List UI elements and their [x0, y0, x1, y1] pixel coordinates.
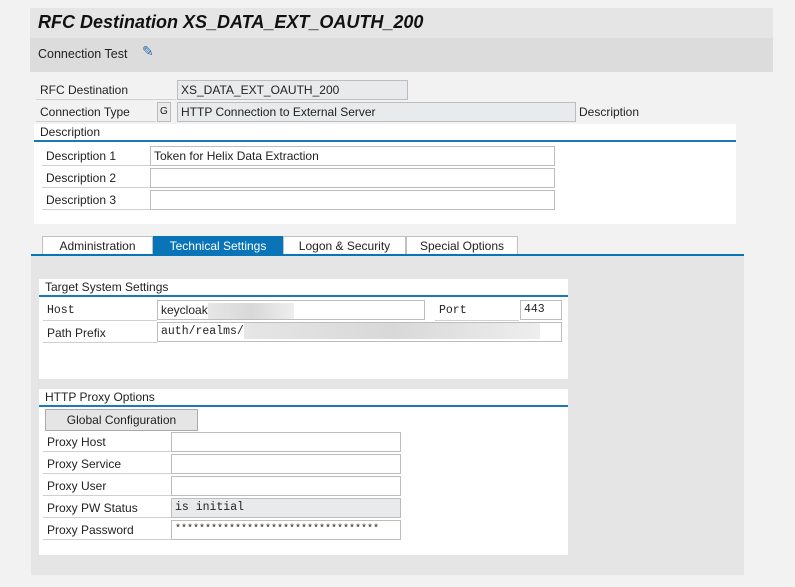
proxy-user-field[interactable]: [171, 476, 401, 496]
description-3-field[interactable]: [150, 190, 555, 210]
description-2-label: Description 2: [42, 168, 150, 188]
path-prefix-label: Path Prefix: [43, 323, 157, 343]
proxy-pw-status-field: is initial: [171, 498, 401, 518]
connection-type-label: Connection Type: [36, 102, 156, 122]
target-group-title: Target System Settings: [39, 279, 568, 297]
description-2-field[interactable]: [150, 168, 555, 188]
tab-strip-line: [31, 254, 744, 256]
description-group: Description Description 1 Token for Heli…: [34, 124, 736, 224]
rfc-destination-field[interactable]: XS_DATA_EXT_OAUTH_200: [177, 80, 408, 100]
description-1-field[interactable]: Token for Helix Data Extraction: [150, 146, 555, 166]
description-group-title: Description: [34, 124, 736, 142]
port-label: Port: [435, 301, 519, 321]
connection-test-button[interactable]: Connection Test: [38, 47, 128, 61]
rfc-destination-label: RFC Destination: [36, 80, 176, 100]
description-1-label: Description 1: [42, 146, 150, 166]
target-system-group: Target System Settings Host keycloak Por…: [39, 279, 568, 379]
proxy-group-title: HTTP Proxy Options: [39, 389, 568, 407]
connection-type-field: HTTP Connection to External Server: [177, 102, 576, 122]
proxy-host-field[interactable]: [171, 432, 401, 452]
proxy-service-label: Proxy Service: [43, 454, 171, 474]
global-configuration-button[interactable]: Global Configuration: [45, 409, 198, 431]
connection-type-code[interactable]: G: [157, 102, 171, 122]
path-prefix-field[interactable]: auth/realms/: [157, 322, 562, 342]
redacted-path: [243, 323, 540, 339]
proxy-service-field[interactable]: [171, 454, 401, 474]
toolbar: Connection Test ✎: [30, 38, 773, 72]
description-label: Description: [579, 105, 640, 119]
tab-administration[interactable]: Administration: [42, 236, 153, 255]
port-field[interactable]: 443: [520, 300, 562, 320]
display-change-icon[interactable]: ✎: [142, 43, 154, 59]
title-bar: RFC Destination XS_DATA_EXT_OAUTH_200: [30, 8, 773, 38]
proxy-user-label: Proxy User: [43, 476, 171, 496]
host-label: Host: [43, 301, 157, 321]
path-prefix-value: auth/realms/: [161, 325, 244, 339]
tab-technical-settings[interactable]: Technical Settings: [153, 236, 283, 255]
redacted-host: [207, 302, 294, 319]
proxy-password-field[interactable]: **********************************: [171, 520, 401, 540]
proxy-host-label: Proxy Host: [43, 432, 171, 452]
tab-logon-security[interactable]: Logon & Security: [283, 236, 406, 255]
proxy-password-label: Proxy Password: [43, 520, 171, 540]
host-field[interactable]: keycloak: [157, 300, 425, 320]
http-proxy-group: HTTP Proxy Options Global Configuration …: [39, 389, 568, 555]
tab-special-options[interactable]: Special Options: [406, 236, 518, 255]
proxy-pw-status-label: Proxy PW Status: [43, 498, 171, 518]
page-title: RFC Destination XS_DATA_EXT_OAUTH_200: [38, 12, 424, 32]
description-3-label: Description 3: [42, 190, 150, 210]
host-value: keycloak: [161, 303, 208, 317]
